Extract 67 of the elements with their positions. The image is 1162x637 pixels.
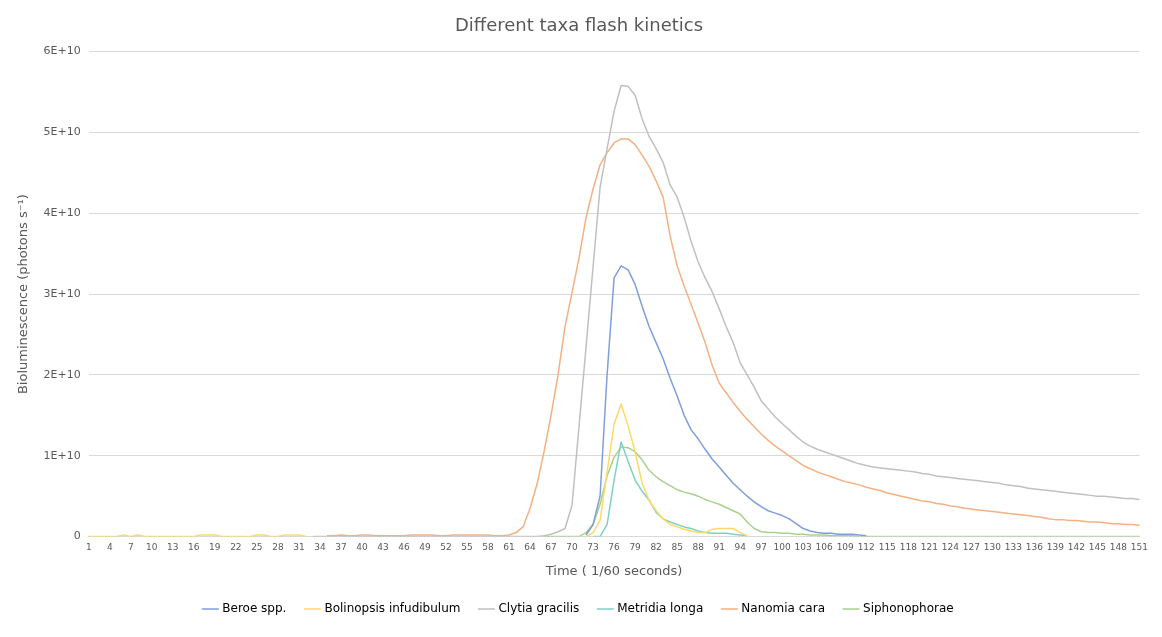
y-axis-title: Bioluminescence (photons s⁻¹) xyxy=(15,194,31,395)
x-tick-label: 76 xyxy=(608,542,621,553)
x-tick-label: 139 xyxy=(1046,542,1065,553)
x-tick-label: 91 xyxy=(713,542,725,553)
x-tick-label: 118 xyxy=(899,542,918,553)
x-tick-label: 28 xyxy=(272,542,284,553)
x-tick-label: 7 xyxy=(127,542,134,553)
x-tick-label: 1 xyxy=(85,542,92,553)
x-tick-label: 100 xyxy=(773,542,792,553)
x-tick-label: 16 xyxy=(188,542,200,553)
y-tick-label: 1E+10 xyxy=(43,448,81,462)
x-tick-label: 67 xyxy=(545,542,557,553)
x-tick-label: 49 xyxy=(419,542,431,553)
x-tick-label: 103 xyxy=(794,542,812,553)
x-tick-label: 97 xyxy=(755,542,767,553)
x-tick-label: 145 xyxy=(1088,542,1106,553)
x-tick-label: 13 xyxy=(167,542,179,553)
x-tick-label: 94 xyxy=(734,542,747,553)
y-tick-label: 4E+10 xyxy=(43,206,81,220)
x-tick-label: 127 xyxy=(962,542,980,553)
x-tick-label: 37 xyxy=(335,542,347,553)
x-tick-label: 34 xyxy=(314,542,326,553)
y-tick-label: 5E+10 xyxy=(43,125,81,139)
x-tick-label: 151 xyxy=(1130,542,1148,553)
x-tick-label: 85 xyxy=(671,542,683,553)
x-tick-label: 148 xyxy=(1109,542,1128,553)
x-tick-label: 58 xyxy=(482,542,495,553)
legend-label: Siphonophorae xyxy=(863,601,954,616)
x-tick-label: 130 xyxy=(983,542,1002,553)
x-tick-label: 46 xyxy=(398,542,410,553)
x-tick-label: 82 xyxy=(650,542,662,553)
x-tick-label: 40 xyxy=(356,542,368,553)
chart-title: Different taxa flash kinetics xyxy=(454,14,704,36)
x-tick-label: 55 xyxy=(461,542,473,553)
x-tick-label: 79 xyxy=(629,542,642,553)
x-tick-label: 121 xyxy=(920,542,938,553)
y-tick-label: 2E+10 xyxy=(43,367,81,381)
x-tick-label: 88 xyxy=(692,542,705,553)
x-tick-label: 22 xyxy=(230,542,242,553)
x-tick-label: 70 xyxy=(566,542,579,553)
x-tick-label: 142 xyxy=(1067,542,1085,553)
x-axis-title: Time ( 1/60 seconds) xyxy=(544,562,683,578)
x-tick-label: 19 xyxy=(209,542,221,553)
y-tick-label: 6E+10 xyxy=(43,44,81,58)
x-tick-label: 64 xyxy=(524,542,537,553)
x-tick-label: 133 xyxy=(1004,542,1022,553)
legend-label: Beroe spp. xyxy=(222,601,287,616)
x-tick-label: 106 xyxy=(815,542,834,553)
x-tick-label: 31 xyxy=(293,542,305,553)
legend-label: Metridia longa xyxy=(617,601,704,616)
x-tick-label: 52 xyxy=(440,542,452,553)
x-tick-label: 4 xyxy=(106,542,113,553)
x-tick-label: 112 xyxy=(857,542,875,553)
legend-label: Nanomia cara xyxy=(741,601,826,616)
x-tick-label: 10 xyxy=(146,542,158,553)
x-tick-label: 61 xyxy=(503,542,515,553)
y-tick-label: 0 xyxy=(73,529,81,543)
legend-label: Clytia gracilis xyxy=(498,601,580,616)
x-tick-label: 136 xyxy=(1025,542,1044,553)
x-tick-label: 43 xyxy=(377,542,389,553)
x-tick-label: 73 xyxy=(587,542,599,553)
x-tick-label: 124 xyxy=(941,542,960,553)
x-tick-label: 115 xyxy=(878,542,896,553)
x-tick-label: 25 xyxy=(251,542,263,553)
legend-label: Bolinopsis infudibulum xyxy=(324,601,461,616)
x-tick-label: 109 xyxy=(836,542,855,553)
y-tick-label: 3E+10 xyxy=(43,286,81,300)
